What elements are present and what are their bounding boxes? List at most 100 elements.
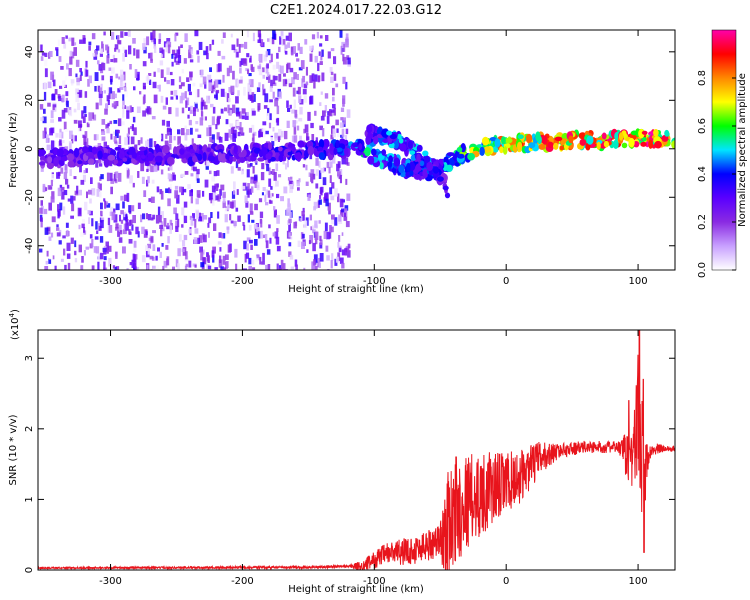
heatmap-cell	[278, 64, 281, 73]
heatmap-cell	[347, 250, 351, 258]
heatmap-cell	[58, 240, 62, 245]
heatmap-cell	[270, 79, 273, 88]
heatmap-cell	[167, 143, 172, 150]
heatmap-cell	[218, 232, 222, 238]
heatmap-cell	[259, 211, 264, 219]
heatmap-cell	[258, 54, 261, 61]
heatmap-cell	[140, 137, 143, 144]
heatmap-cell	[123, 211, 127, 218]
heatmap-cell	[111, 211, 116, 221]
x-tick-label: -300	[99, 276, 122, 287]
heatmap-cell	[169, 71, 173, 76]
heatmap-cell	[130, 205, 135, 212]
heatmap-cell	[132, 215, 136, 224]
heatmap-cell	[167, 167, 170, 171]
heatmap-cell	[249, 57, 252, 63]
heatmap-cell	[214, 183, 219, 191]
heatmap-cell	[195, 128, 199, 132]
heatmap-cell	[204, 81, 207, 89]
colorbar-bar	[711, 29, 737, 271]
heatmap-cell	[83, 170, 86, 174]
heatmap-cell	[256, 87, 261, 92]
heatmap-cell	[243, 268, 247, 270]
heatmap-cell	[319, 43, 323, 47]
heatmap-cell	[266, 63, 269, 69]
heatmap-cell	[343, 230, 346, 237]
heatmap-cell	[653, 129, 659, 137]
heatmap-cell	[346, 193, 351, 201]
heatmap-cell	[293, 125, 297, 135]
heatmap-cell	[46, 144, 51, 151]
heatmap-cell	[54, 89, 58, 95]
heatmap-cell	[115, 203, 120, 211]
heatmap-cell	[278, 174, 282, 178]
heatmap-cell	[248, 224, 252, 231]
heatmap-cell	[648, 139, 653, 149]
heatmap-cell	[210, 103, 214, 108]
heatmap-cell	[197, 89, 200, 98]
heatmap-cell	[235, 207, 239, 212]
heatmap-cell	[193, 166, 197, 172]
heatmap-cell	[69, 109, 73, 117]
heatmap-cell	[158, 39, 161, 44]
heatmap-cell	[253, 269, 257, 270]
heatmap-cell	[63, 41, 67, 49]
heatmap-cell	[67, 153, 75, 162]
heatmap-cell	[236, 112, 240, 117]
heatmap-cell	[230, 85, 235, 95]
heatmap-cell	[56, 148, 64, 157]
heatmap-cell	[162, 265, 165, 270]
heatmap-cell	[50, 140, 55, 150]
heatmap-cell	[86, 138, 89, 147]
heatmap-cell	[113, 101, 118, 108]
heatmap-cell	[182, 240, 186, 247]
heatmap-cell	[340, 107, 345, 112]
heatmap-cell	[98, 183, 102, 191]
heatmap-cell	[273, 206, 276, 211]
heatmap-cell	[133, 86, 136, 91]
heatmap-cell	[74, 258, 78, 263]
heatmap-cell	[398, 164, 405, 174]
heatmap-cell	[178, 234, 182, 242]
heatmap-cell	[268, 224, 271, 229]
heatmap-cell	[150, 165, 154, 173]
heatmap-cell	[48, 202, 52, 211]
heatmap-cell	[247, 69, 250, 75]
heatmap-cell	[314, 220, 318, 228]
heatmap-cell	[91, 265, 95, 270]
heatmap-cell	[272, 75, 276, 85]
heatmap-cell	[73, 47, 77, 56]
heatmap-cell	[265, 240, 269, 249]
heatmap-cell	[98, 225, 102, 231]
heatmap-cell	[185, 251, 188, 260]
heatmap-cell	[297, 140, 305, 148]
spectrogram-x-label: Height of straight line (km)	[288, 284, 424, 295]
heatmap-cell	[366, 124, 373, 134]
heatmap-cell	[127, 135, 130, 145]
heatmap-cell	[91, 146, 97, 155]
heatmap-cell	[301, 78, 304, 88]
heatmap-cell	[211, 250, 215, 258]
heatmap-cell	[171, 269, 175, 270]
heatmap-cell	[271, 37, 275, 45]
heatmap-cell	[237, 131, 241, 137]
heatmap-cell	[62, 206, 66, 215]
heatmap-cell	[217, 50, 221, 56]
heatmap-cell	[104, 200, 107, 209]
heatmap-cell	[180, 44, 183, 48]
heatmap-cell	[120, 31, 124, 38]
heatmap-cell	[298, 178, 301, 183]
heatmap-cell	[326, 231, 330, 240]
heatmap-cell	[244, 41, 248, 49]
heatmap-cell	[249, 211, 254, 215]
heatmap-cell	[224, 207, 227, 215]
heatmap-cell	[590, 143, 596, 148]
heatmap-cell	[80, 71, 83, 76]
heatmap-cell	[228, 129, 232, 138]
heatmap-cell	[158, 134, 162, 140]
heatmap-cell	[65, 76, 68, 81]
heatmap-cell	[128, 229, 131, 235]
heatmap-cell	[109, 87, 113, 94]
heatmap-cell	[289, 104, 292, 109]
heatmap-cell	[50, 110, 54, 119]
